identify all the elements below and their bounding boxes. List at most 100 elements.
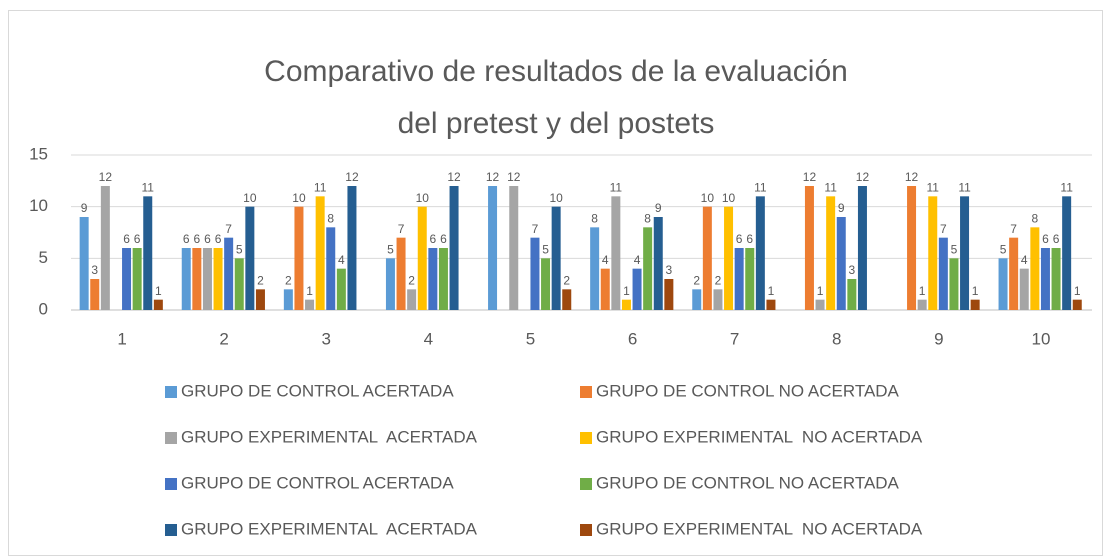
bar	[509, 186, 519, 310]
legend-swatch	[165, 432, 177, 444]
legend-swatch	[580, 524, 592, 536]
legend-swatch	[580, 478, 592, 490]
data-label: 11	[927, 181, 940, 195]
bar	[590, 227, 600, 310]
data-label: 9	[838, 201, 845, 215]
data-label: 8	[327, 212, 334, 226]
bar	[407, 289, 417, 310]
data-label: 2	[693, 274, 700, 288]
bar	[907, 186, 917, 310]
data-label: 1	[306, 284, 313, 298]
x-tick-label: 6	[628, 329, 637, 348]
x-tick-label: 4	[424, 329, 433, 348]
bar	[1040, 248, 1050, 310]
data-label: 5	[951, 243, 958, 257]
bar	[836, 217, 846, 310]
bar	[305, 299, 315, 310]
x-tick-label: 8	[832, 329, 841, 348]
legend-swatch	[165, 478, 177, 490]
data-label: 6	[1053, 232, 1060, 246]
bar	[551, 206, 561, 310]
data-label: 4	[338, 253, 345, 267]
bar	[90, 279, 100, 310]
bar	[541, 258, 551, 310]
x-tick-label: 5	[526, 329, 535, 348]
data-label: 7	[225, 222, 232, 236]
data-label: 6	[194, 232, 201, 246]
legend-swatch	[580, 386, 592, 398]
bar	[600, 268, 610, 310]
data-label: 6	[1042, 232, 1049, 246]
bar	[857, 186, 867, 310]
data-label: 12	[905, 170, 919, 184]
legend-label: GRUPO DE CONTROL NO ACERTADA	[596, 473, 900, 492]
bar	[347, 186, 357, 310]
legend-label: GRUPO EXPERIMENTAL NO ACERTADA	[596, 519, 923, 538]
data-label: 10	[243, 191, 257, 205]
data-label: 5	[542, 243, 549, 257]
legend-label: GRUPO EXPERIMENTAL NO ACERTADA	[596, 427, 923, 446]
bar	[1009, 237, 1019, 310]
data-label: 11	[958, 181, 971, 195]
bar	[245, 206, 255, 310]
bar	[396, 237, 406, 310]
data-label: 5	[1000, 243, 1007, 257]
bar	[702, 206, 712, 310]
data-label: 11	[1060, 181, 1073, 195]
legend-label: GRUPO EXPERIMENTAL ACERTADA	[181, 519, 478, 538]
legend-swatch	[580, 432, 592, 444]
data-label: 12	[345, 170, 359, 184]
bar	[692, 289, 702, 310]
data-label: 8	[644, 212, 651, 226]
bar	[611, 196, 621, 310]
data-label: 8	[591, 212, 598, 226]
bar	[653, 217, 663, 310]
x-tick-label: 2	[219, 329, 228, 348]
data-label: 8	[1032, 212, 1039, 226]
bar	[224, 237, 234, 310]
data-label: 6	[736, 232, 743, 246]
data-label: 3	[91, 263, 98, 277]
bar	[664, 279, 674, 310]
legend-label: GRUPO DE CONTROL ACERTADA	[181, 381, 454, 400]
bar	[632, 268, 642, 310]
data-label: 7	[532, 222, 539, 236]
data-label: 1	[919, 284, 926, 298]
data-label: 6	[134, 232, 141, 246]
data-label: 3	[849, 263, 856, 277]
data-label: 12	[447, 170, 461, 184]
bar	[724, 206, 734, 310]
bar	[336, 268, 346, 310]
bar	[438, 248, 448, 310]
bar	[449, 186, 459, 310]
bar	[928, 196, 938, 310]
data-label: 10	[722, 191, 736, 205]
data-label: 5	[236, 243, 243, 257]
bar	[1051, 248, 1061, 310]
bar	[1072, 299, 1082, 310]
data-label: 3	[666, 263, 673, 277]
data-label: 6	[440, 232, 447, 246]
x-tick-label: 7	[730, 329, 739, 348]
data-label: 11	[824, 181, 837, 195]
data-label: 4	[1021, 253, 1028, 267]
bar	[755, 196, 765, 310]
bar	[643, 227, 653, 310]
data-label: 11	[142, 181, 155, 195]
bar	[938, 237, 948, 310]
data-label: 7	[398, 222, 405, 236]
data-label: 6	[430, 232, 437, 246]
data-label: 2	[563, 274, 570, 288]
bar	[100, 186, 110, 310]
data-label: 4	[602, 253, 609, 267]
bar	[315, 196, 325, 310]
x-tick-label: 10	[1031, 329, 1050, 348]
bar	[998, 258, 1008, 310]
bar	[847, 279, 857, 310]
x-tick-label: 1	[117, 329, 126, 348]
bar	[192, 248, 202, 310]
bar	[326, 227, 336, 310]
data-label: 2	[715, 274, 722, 288]
